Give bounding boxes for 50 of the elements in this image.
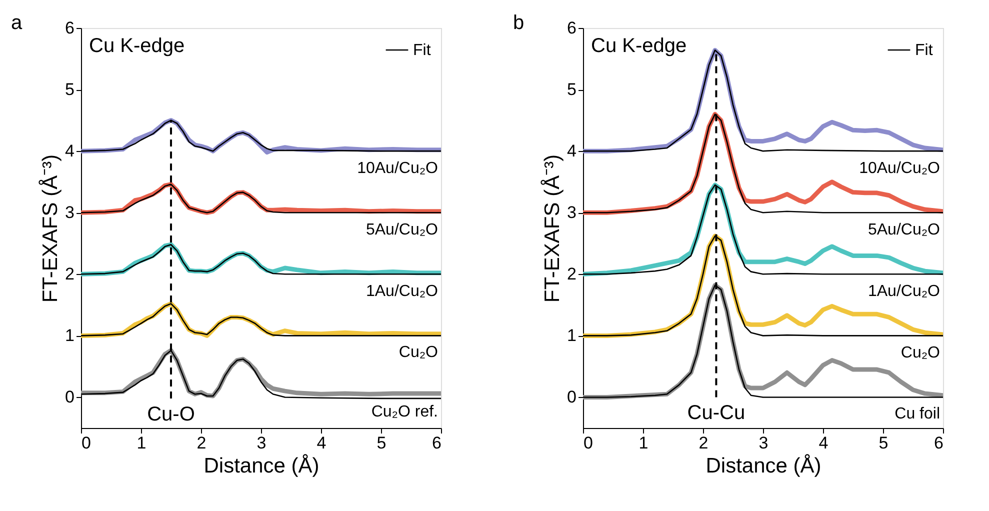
x-tick-label: 4 bbox=[316, 434, 326, 452]
series-label: Cu₂O bbox=[398, 344, 438, 361]
x-axis-title: Distance (Å) bbox=[204, 454, 320, 478]
y-tick-label: 4 bbox=[567, 142, 576, 161]
series-label: Cu₂O ref. bbox=[371, 404, 438, 421]
annotation: Cu K-edge bbox=[591, 35, 687, 57]
y-axis-title: FT-EXAFS (Å⁻³) bbox=[540, 154, 564, 303]
x-tick-label: 3 bbox=[256, 434, 266, 452]
y-tick-label: 5 bbox=[567, 80, 576, 100]
x-tick-label: 0 bbox=[584, 434, 593, 452]
series-label: 10Au/Cu₂O bbox=[859, 160, 940, 177]
y-tick-label: 1 bbox=[65, 326, 74, 346]
series-label: 10Au/Cu₂O bbox=[357, 160, 438, 177]
y-tick-label: 0 bbox=[65, 388, 74, 407]
y-axis-title: FT-EXAFS (Å⁻³) bbox=[38, 154, 62, 303]
y-tick-label: 2 bbox=[567, 264, 576, 284]
series-label: Cu₂O bbox=[900, 344, 940, 362]
x-tick-label: 1 bbox=[136, 434, 146, 452]
ref-line-label: Cu-Cu bbox=[687, 402, 746, 424]
x-tick-label: 0 bbox=[82, 434, 91, 452]
series-label: 5Au/Cu₂O bbox=[868, 221, 940, 238]
series-label: 1Au/Cu₂O bbox=[868, 282, 940, 300]
chart-title: b bbox=[513, 12, 524, 34]
y-tick-label: 1 bbox=[567, 326, 576, 346]
series-label: 5Au/Cu₂O bbox=[366, 221, 438, 238]
y-tick-label: 2 bbox=[65, 264, 74, 284]
series-label: 1Au/Cu₂O bbox=[366, 282, 438, 300]
y-tick-label: 0 bbox=[567, 388, 576, 407]
x-tick-label: 6 bbox=[934, 434, 944, 452]
y-tick-label: 6 bbox=[65, 18, 74, 38]
x-tick-label: 6 bbox=[432, 434, 442, 452]
annotation: Cu K-edge bbox=[89, 35, 185, 57]
legend-label: Fit bbox=[915, 42, 934, 59]
x-tick-label: 2 bbox=[698, 434, 708, 452]
series-label: Cu foil bbox=[894, 405, 940, 422]
x-axis-title: Distance (Å) bbox=[706, 454, 822, 478]
chart-title: a bbox=[11, 12, 23, 34]
y-tick-label: 6 bbox=[567, 18, 576, 38]
ref-line-label: Cu-O bbox=[147, 403, 195, 426]
legend-label: Fit bbox=[413, 42, 432, 59]
x-tick-label: 2 bbox=[196, 434, 206, 452]
x-tick-label: 1 bbox=[638, 434, 648, 452]
y-tick-label: 3 bbox=[567, 203, 576, 222]
x-tick-label: 5 bbox=[376, 434, 386, 452]
y-tick-label: 3 bbox=[65, 203, 74, 222]
x-tick-label: 5 bbox=[878, 434, 888, 452]
x-tick-label: 4 bbox=[818, 434, 828, 452]
y-tick-label: 5 bbox=[65, 80, 74, 100]
x-tick-label: 3 bbox=[758, 434, 768, 452]
y-tick-label: 4 bbox=[65, 142, 74, 161]
